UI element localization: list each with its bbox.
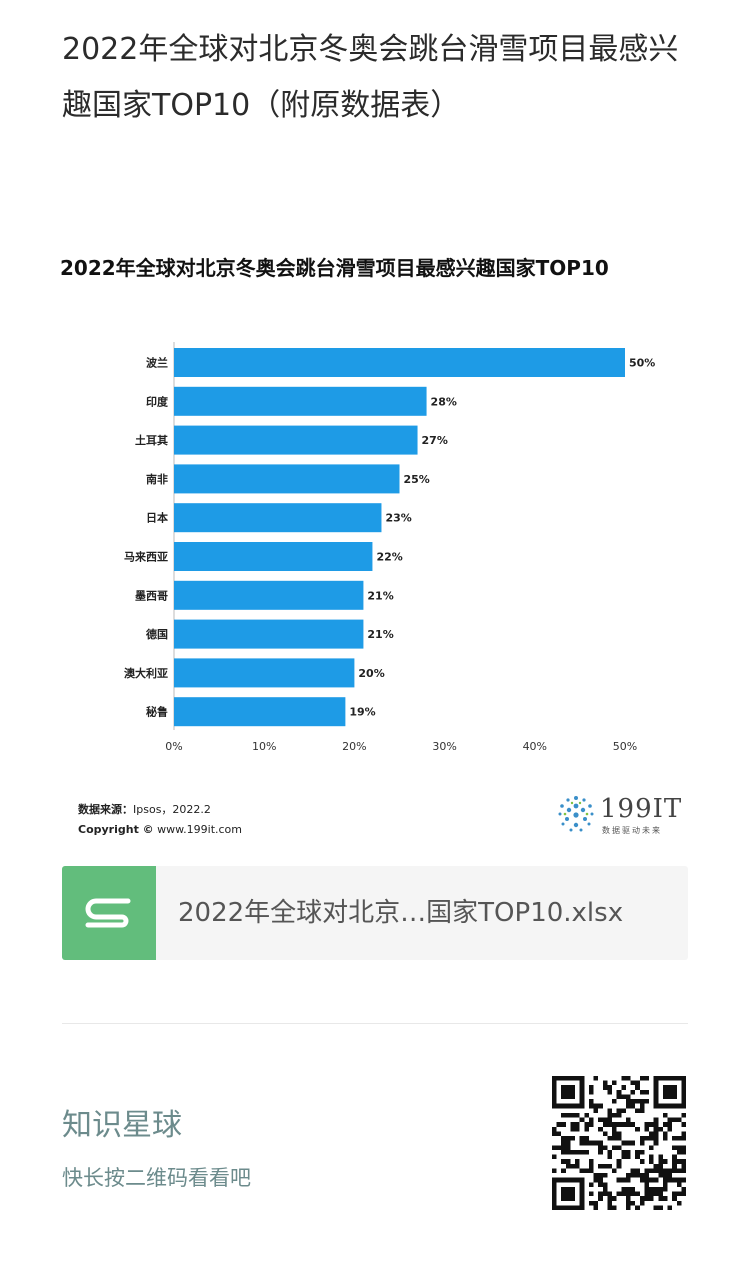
- promo-subtitle: 快长按二维码看看吧: [62, 1166, 251, 1190]
- promo-title: 知识星球: [62, 1108, 182, 1143]
- data-label: 21%: [367, 628, 393, 641]
- source-label: 数据来源：: [78, 803, 133, 816]
- x-tick-label: 50%: [613, 740, 637, 753]
- spreadsheet-icon: [62, 866, 156, 960]
- data-label: 27%: [422, 434, 448, 447]
- copyright-value: www.199it.com: [157, 823, 243, 836]
- category-label: 墨西哥: [135, 589, 168, 602]
- category-label: 印度: [146, 394, 169, 408]
- source-value: Ipsos，2022.2: [133, 803, 211, 816]
- x-tick-label: 0%: [165, 740, 182, 753]
- bar: [174, 697, 346, 727]
- attachment-file-name[interactable]: 2022年全球对北京…国家TOP10.xlsx: [178, 898, 624, 928]
- category-label: 德国: [145, 627, 168, 641]
- bar: [174, 658, 355, 688]
- x-tick-label: 40%: [523, 740, 547, 753]
- category-label: 马来西亚: [124, 550, 168, 564]
- bar: [174, 464, 400, 494]
- bar: [174, 386, 427, 416]
- x-tick-label: 10%: [252, 740, 276, 753]
- bar-chart: 波兰 50% 印度 28% 土耳其 27% 南非 25% 日本 23% 马来西亚 22% 墨西哥 21% 德…: [124, 342, 655, 753]
- data-label: 25%: [404, 473, 430, 486]
- x-tick-label: 20%: [342, 740, 366, 753]
- category-label: 波兰: [146, 356, 168, 370]
- logo-199it: 199IT 数据驱动未来: [554, 792, 694, 840]
- data-label: 22%: [376, 551, 402, 564]
- bar: [174, 542, 373, 571]
- data-label: 50%: [629, 357, 655, 370]
- chart-title: 2022年全球对北京冬奥会跳台滑雪项目最感兴趣国家TOP10: [60, 256, 609, 280]
- chart-image[interactable]: 2022年全球对北京冬奥会跳台滑雪项目最感兴趣国家TOP10 波兰 50% 印度 28…: [60, 240, 700, 850]
- category-label: 日本: [146, 511, 168, 525]
- category-label: 秘鲁: [146, 705, 168, 719]
- data-label: 23%: [385, 512, 411, 525]
- category-label: 土耳其: [135, 433, 168, 447]
- chart-source: 数据来源：Ipsos，2022.2 Copyright © www.199it.…: [78, 800, 242, 840]
- divider: [62, 1023, 688, 1024]
- copyright-label: Copyright ©: [78, 823, 154, 836]
- bar: [174, 619, 364, 649]
- bar: [174, 503, 382, 533]
- data-label: 28%: [431, 395, 457, 408]
- article-title: 2022年全球对北京冬奥会跳台滑雪项目最感兴趣国家TOP10（附原数据表）: [62, 32, 679, 123]
- logo-text: 199IT: [600, 794, 683, 824]
- bar: [174, 348, 625, 377]
- category-label: 澳大利亚: [124, 666, 168, 680]
- attachment-card[interactable]: 2022年全球对北京…国家TOP10.xlsx: [62, 866, 688, 960]
- qr-code-icon[interactable]: [552, 1076, 686, 1210]
- category-label: 南非: [146, 472, 168, 486]
- logo-dots-icon: [558, 796, 594, 832]
- data-label: 20%: [358, 667, 384, 680]
- bar: [174, 425, 418, 455]
- data-label: 21%: [367, 589, 393, 602]
- bar: [174, 580, 364, 610]
- logo-subtitle: 数据驱动未来: [602, 826, 662, 835]
- x-tick-label: 30%: [432, 740, 456, 753]
- data-label: 19%: [349, 706, 375, 719]
